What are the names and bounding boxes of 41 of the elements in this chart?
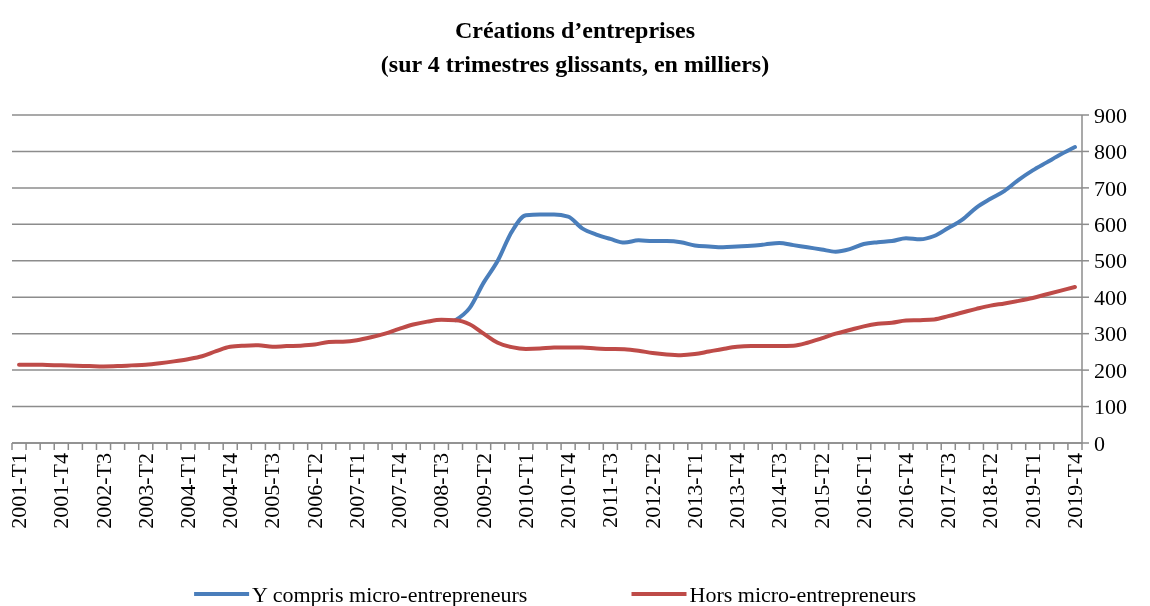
x-tick-label: 2001-T4 [48,453,74,529]
x-tick-label: 2007-T1 [343,453,369,529]
x-tick-label: 2019-T1 [1019,453,1045,529]
y-tick-label: 0 [1094,430,1105,456]
x-tick-label: 2019-T4 [1061,453,1087,529]
x-tick-label: 2010-T1 [512,453,538,529]
y-tick-label: 500 [1094,248,1127,274]
y-tick-label: 100 [1094,394,1127,420]
x-tick-label: 2003-T2 [132,453,158,529]
x-tick-label: 2013-T4 [724,453,750,529]
x-tick-label: 2005-T3 [259,453,285,529]
x-tick-label: 2015-T2 [808,453,834,529]
y-tick-label: 400 [1094,284,1127,310]
x-tick-label: 2018-T2 [977,453,1003,529]
chart-subtitle: (sur 4 trimestres glissants, en milliers) [380,51,770,77]
x-tick-label: 2009-T2 [470,453,496,529]
x-tick-label: 2004-T1 [174,453,200,529]
x-tick-label: 2014-T3 [766,453,792,529]
x-tick-label: 2007-T4 [386,453,412,529]
legend-label: Hors micro-entrepreneurs [689,581,917,606]
chart-title: Créations d’entreprises [454,17,696,43]
x-tick-label: 2006-T2 [301,453,327,529]
y-tick-label: 900 [1094,102,1127,128]
line-series [17,285,1077,369]
x-tick-label: 2016-T1 [850,453,876,529]
y-tick-label: 600 [1094,212,1127,238]
x-tick-label: 2010-T4 [555,453,581,529]
x-tick-label: 2008-T3 [428,453,454,529]
x-tick-label: 2013-T1 [681,453,707,529]
x-tick-label: 2011-T3 [597,453,623,528]
y-tick-label: 800 [1094,139,1127,165]
x-tick-label: 2001-T1 [6,453,32,529]
y-tick-label: 300 [1094,321,1127,347]
x-tick-label: 2002-T3 [90,453,116,529]
x-tick-label: 2004-T4 [217,453,243,529]
y-tick-label: 200 [1094,357,1127,383]
x-tick-label: 2017-T3 [935,453,961,529]
y-tick-label: 700 [1094,175,1127,201]
x-tick-label: 2016-T4 [893,453,919,529]
legend-label: Y compris micro-entrepreneurs [252,581,528,606]
x-tick-label: 2012-T2 [639,453,665,529]
